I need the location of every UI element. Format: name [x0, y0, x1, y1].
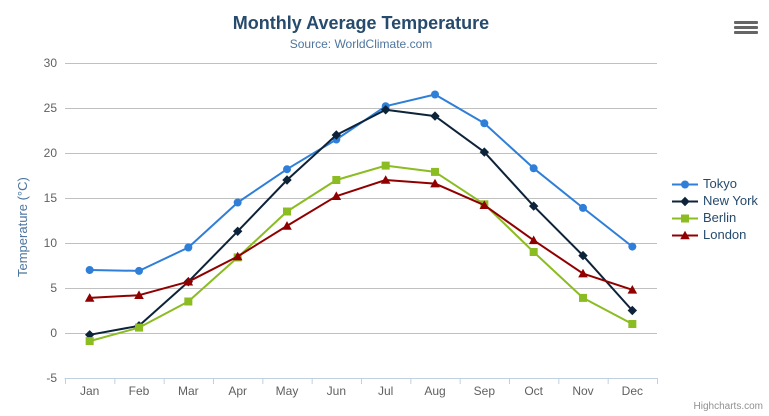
- legend-marker-shape[interactable]: [680, 196, 690, 206]
- y-axis-tick-label: 25: [44, 101, 58, 115]
- data-point[interactable]: [627, 305, 638, 316]
- y-axis-tick-label: 5: [50, 281, 57, 295]
- data-point[interactable]: [183, 276, 194, 286]
- legend: Tokyo New York Berlin London: [672, 174, 758, 245]
- data-point[interactable]: [430, 111, 440, 121]
- x-axis-category-label: Jun: [327, 384, 346, 398]
- legend-label: New York: [703, 193, 758, 208]
- series-london: [84, 175, 638, 302]
- data-point[interactable]: [134, 290, 144, 299]
- data-point[interactable]: [579, 203, 587, 212]
- x-axis-category-label: Oct: [524, 384, 543, 398]
- credits-link[interactable]: Highcharts.com: [693, 401, 763, 412]
- legend-marker-shape[interactable]: [681, 214, 689, 222]
- data-point[interactable]: [85, 337, 94, 346]
- legend-item-berlin[interactable]: Berlin: [672, 211, 758, 225]
- data-point[interactable]: [135, 323, 143, 332]
- y-axis-tick-label: -5: [46, 371, 57, 385]
- y-axis-tick-label: 0: [50, 326, 57, 340]
- x-axis-category-label: Nov: [572, 384, 593, 398]
- data-point[interactable]: [332, 176, 341, 184]
- data-point[interactable]: [283, 165, 291, 174]
- legend-marker-circle-icon: [672, 180, 698, 188]
- y-axis-tick-label: 30: [44, 56, 58, 70]
- data-point[interactable]: [578, 250, 588, 261]
- data-point[interactable]: [480, 119, 489, 128]
- data-point[interactable]: [430, 178, 440, 188]
- x-axis-category-label: Mar: [178, 384, 199, 398]
- data-point[interactable]: [381, 161, 390, 170]
- data-point[interactable]: [431, 90, 439, 99]
- data-point[interactable]: [479, 147, 490, 157]
- chart-subtitle: Source: WorldClimate.com: [289, 37, 433, 51]
- export-menu-button[interactable]: [734, 21, 758, 34]
- legend-marker-triangle-icon: [672, 230, 698, 239]
- series-line-new-york: [89, 108, 634, 336]
- data-point[interactable]: [184, 243, 193, 252]
- data-point[interactable]: [331, 130, 342, 140]
- data-point[interactable]: [528, 201, 539, 211]
- data-point[interactable]: [282, 175, 292, 185]
- data-point[interactable]: [628, 320, 637, 328]
- data-point[interactable]: [283, 207, 291, 216]
- y-axis-tick-label: 15: [44, 191, 58, 205]
- legend-item-new-york[interactable]: New York: [672, 194, 758, 208]
- data-point[interactable]: [627, 285, 638, 294]
- data-point[interactable]: [579, 293, 587, 302]
- data-point[interactable]: [380, 175, 391, 184]
- hamburger-icon: [734, 21, 758, 34]
- x-axis-category-label: Jan: [80, 384, 99, 398]
- data-point[interactable]: [232, 251, 243, 261]
- data-point[interactable]: [233, 198, 242, 207]
- data-point[interactable]: [232, 226, 243, 236]
- series-line-tokyo: [89, 93, 633, 272]
- chart-title: Monthly Average Temperature: [232, 13, 490, 33]
- legend-label: Berlin: [703, 210, 737, 225]
- data-point[interactable]: [135, 266, 143, 275]
- data-point[interactable]: [628, 242, 637, 251]
- data-point[interactable]: [282, 221, 292, 230]
- series-new-york: [84, 105, 638, 340]
- data-point[interactable]: [85, 266, 94, 274]
- data-point[interactable]: [84, 293, 95, 302]
- data-point[interactable]: [528, 235, 539, 245]
- x-axis-category-label: May: [276, 384, 299, 398]
- data-point[interactable]: [529, 164, 538, 173]
- series-line-london: [89, 179, 633, 299]
- data-point[interactable]: [529, 248, 538, 256]
- x-axis-category-label: Feb: [129, 384, 150, 398]
- legend-marker-shape[interactable]: [680, 230, 690, 239]
- legend-marker-diamond-icon: [672, 196, 698, 206]
- data-point[interactable]: [380, 105, 391, 115]
- legend-marker-square-icon: [672, 214, 698, 222]
- series-tokyo: [85, 90, 637, 275]
- series-line-berlin: [89, 164, 633, 343]
- legend-label: Tokyo: [703, 176, 737, 191]
- legend-item-tokyo[interactable]: Tokyo: [672, 177, 758, 191]
- x-axis-category-label: Jul: [378, 384, 393, 398]
- legend-marker-shape[interactable]: [681, 180, 689, 188]
- data-point[interactable]: [479, 200, 490, 209]
- data-point[interactable]: [431, 167, 439, 176]
- x-axis-category-label: Dec: [622, 384, 643, 398]
- data-point[interactable]: [184, 297, 193, 306]
- x-axis-category-label: Sep: [474, 384, 496, 398]
- data-point[interactable]: [331, 191, 342, 200]
- legend-label: London: [703, 227, 747, 242]
- data-point[interactable]: [578, 268, 588, 278]
- legend-item-london[interactable]: London: [672, 228, 758, 242]
- x-axis-category-label: Aug: [424, 384, 445, 398]
- y-axis-tick-label: 10: [44, 236, 58, 250]
- y-axis-tick-label: 20: [44, 146, 58, 160]
- x-axis-category-label: Apr: [228, 384, 247, 398]
